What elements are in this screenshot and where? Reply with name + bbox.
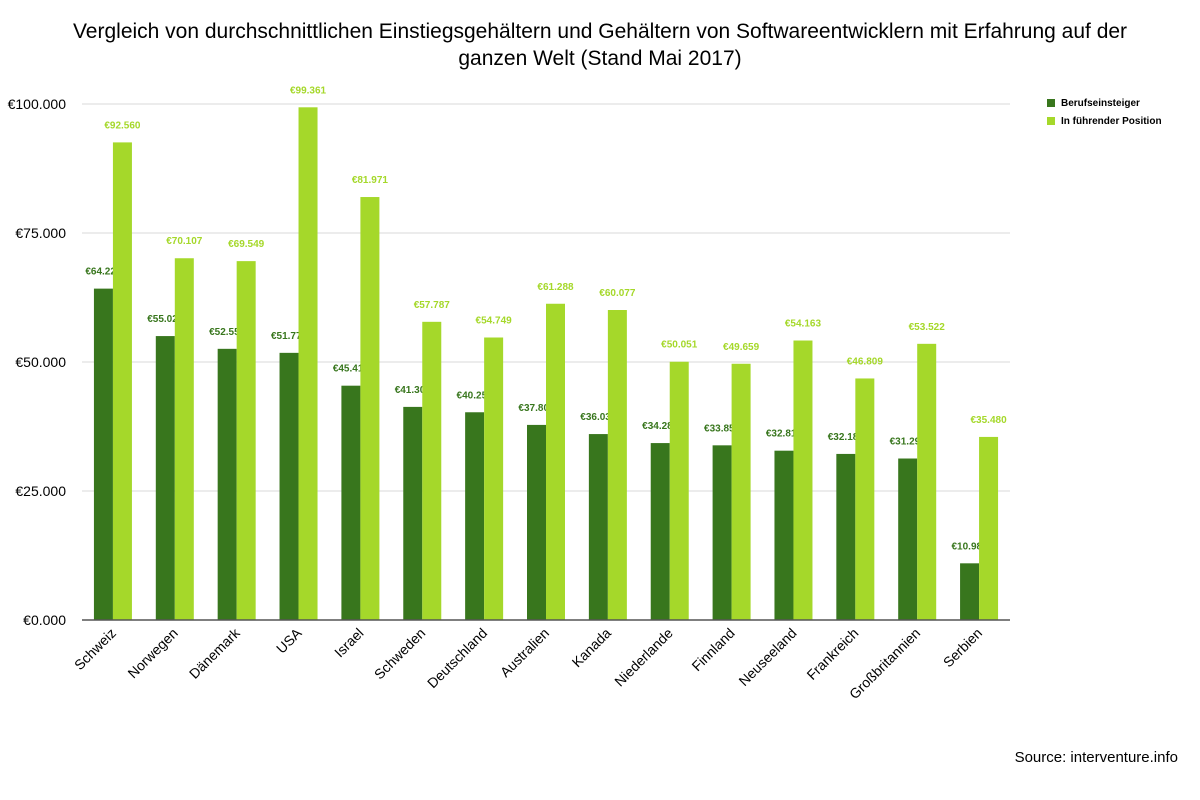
bar-fuehrende-position xyxy=(607,310,627,620)
data-label: €92.560 xyxy=(104,120,141,131)
bar-fuehrende-position xyxy=(546,303,565,620)
data-label: €31.296 xyxy=(890,437,927,448)
bar-fuehrende-position xyxy=(669,361,689,620)
data-label: €46.809 xyxy=(847,356,884,367)
bar-fuehrende-position xyxy=(174,258,194,620)
x-tick-label: Schweiz xyxy=(71,625,119,673)
data-label: €37.809 xyxy=(518,403,555,414)
x-tick-label: USA xyxy=(273,624,305,656)
bar-berufseinsteiger xyxy=(836,453,856,620)
x-tick-label: Frankreich xyxy=(803,625,861,683)
x-tick-label: Schweden xyxy=(371,625,429,683)
bar-berufseinsteiger xyxy=(712,445,732,620)
data-label: €35.480 xyxy=(970,415,1007,426)
x-tick-label: Serbien xyxy=(940,625,985,670)
bar-berufseinsteiger xyxy=(650,443,670,620)
legend-label-fuehrende-position: In führender Position xyxy=(1061,115,1162,127)
data-label: €54.163 xyxy=(785,319,822,330)
chart-title-line-1: Vergleich von durchschnittlichen Einstie… xyxy=(72,20,1128,43)
bar-fuehrende-position xyxy=(360,197,380,620)
data-label: €51.774 xyxy=(271,331,308,342)
data-label: €45.410 xyxy=(333,364,370,375)
legend-swatch-fuehrende-position xyxy=(1047,117,1055,125)
legend-swatch-berufseinsteiger xyxy=(1047,99,1055,107)
bar-fuehrende-position xyxy=(979,436,999,620)
data-label: €61.288 xyxy=(537,282,574,293)
bar-fuehrende-position xyxy=(484,337,504,620)
bar-fuehrende-position xyxy=(731,363,751,620)
data-label: €70.107 xyxy=(166,236,203,247)
legend-item-berufseinsteiger: Berufseinsteiger xyxy=(1047,94,1162,112)
bar-berufseinsteiger xyxy=(403,406,423,620)
x-tick-label: Finnland xyxy=(688,625,737,674)
y-tick-label: €75.000 xyxy=(15,225,66,241)
legend: Berufseinsteiger In führender Position xyxy=(1047,94,1162,130)
x-tick-label: Dänemark xyxy=(186,624,244,682)
data-label: €81.971 xyxy=(352,175,389,186)
x-tick-label: Kanada xyxy=(569,625,615,671)
data-label: €99.361 xyxy=(290,85,327,96)
bar-fuehrende-position xyxy=(855,378,875,620)
bar-berufseinsteiger xyxy=(527,424,546,620)
bar-berufseinsteiger xyxy=(588,434,608,620)
bar-fuehrende-position xyxy=(917,343,937,620)
data-label: €50.051 xyxy=(661,340,698,351)
y-tick-label: €100.000 xyxy=(8,96,67,112)
bar-berufseinsteiger xyxy=(898,458,918,620)
bar-fuehrende-position xyxy=(236,261,256,620)
data-label: €60.077 xyxy=(599,288,636,299)
data-label: €69.549 xyxy=(228,239,265,250)
data-label: €34.287 xyxy=(642,421,679,432)
legend-item-fuehrende-position: In führender Position xyxy=(1047,112,1162,130)
data-label: €36.033 xyxy=(580,412,617,423)
x-tick-label: Israel xyxy=(331,625,367,661)
bar-berufseinsteiger xyxy=(93,288,113,620)
legend-label-berufseinsteiger: Berufseinsteiger xyxy=(1061,97,1140,109)
bar-berufseinsteiger xyxy=(341,385,361,620)
data-label: €49.659 xyxy=(723,342,760,353)
data-label: €32.813 xyxy=(766,429,803,440)
data-label: €52.553 xyxy=(209,327,246,338)
x-tick-label: Deutschland xyxy=(424,625,490,691)
bar-berufseinsteiger xyxy=(960,563,980,620)
x-tick-label: Australien xyxy=(497,625,552,680)
bar-fuehrende-position xyxy=(298,107,318,620)
x-tick-label: Norwegen xyxy=(124,625,180,681)
bar-fuehrende-position xyxy=(422,321,442,620)
bar-fuehrende-position xyxy=(793,340,813,620)
data-label: €32.185 xyxy=(828,432,865,443)
y-tick-label: €0.000 xyxy=(23,612,66,628)
data-label: €55.024 xyxy=(147,314,184,325)
bar-berufseinsteiger xyxy=(217,348,237,620)
data-label: €54.749 xyxy=(476,315,513,326)
bar-fuehrende-position xyxy=(112,142,132,621)
bar-berufseinsteiger xyxy=(774,450,794,620)
source-note: Source: interventure.info xyxy=(1014,749,1178,766)
x-tick-label: Neuseeland xyxy=(735,625,799,689)
bar-berufseinsteiger xyxy=(155,336,175,620)
x-tick-label: Niederlande xyxy=(611,625,676,690)
data-label: €40.259 xyxy=(457,390,494,401)
y-tick-label: €25.000 xyxy=(15,483,66,499)
bar-berufseinsteiger xyxy=(279,352,299,620)
chart-title: Vergleich von durchschnittlichen Einstie… xyxy=(0,18,1200,72)
data-label: €53.522 xyxy=(909,322,946,333)
data-label: €41.300 xyxy=(395,385,432,396)
data-label: €64.220 xyxy=(85,267,122,278)
y-tick-label: €50.000 xyxy=(15,354,66,370)
data-label: €10.985 xyxy=(951,541,988,552)
data-label: €57.787 xyxy=(414,300,451,311)
bar-berufseinsteiger xyxy=(465,412,485,620)
chart-title-line-2: ganzen Welt (Stand Mai 2017) xyxy=(458,47,742,70)
data-label: €33.851 xyxy=(704,423,741,434)
